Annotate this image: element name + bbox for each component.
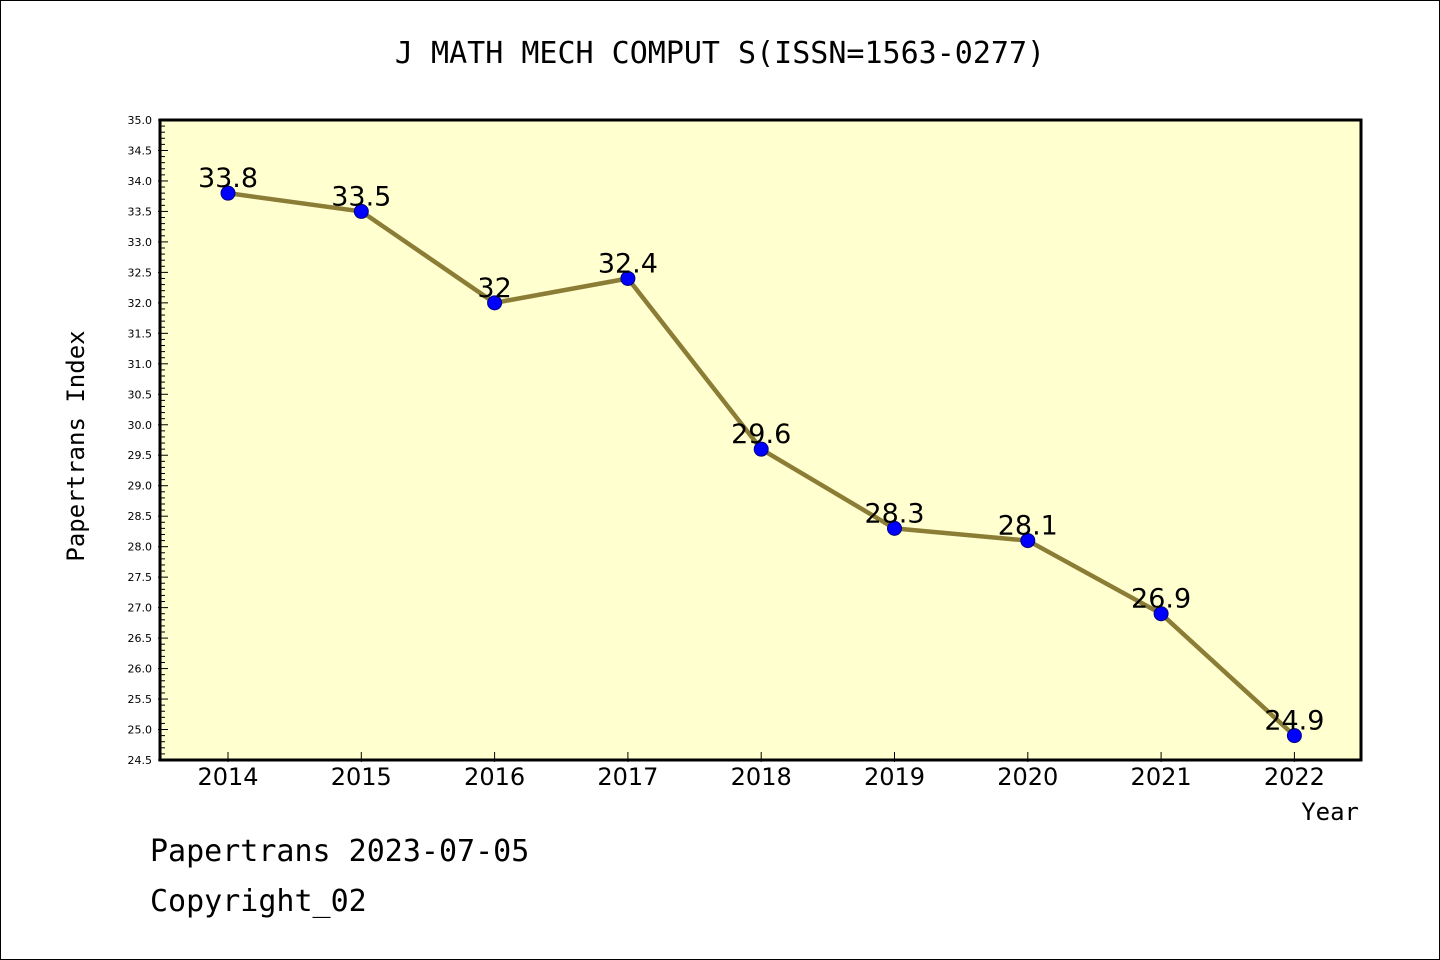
- data-point: [487, 295, 503, 311]
- y-tick-label: 24.5: [128, 754, 153, 767]
- data-label: 28.3: [864, 498, 924, 529]
- y-tick-label: 32.0: [128, 297, 153, 310]
- data-points: [220, 185, 1302, 744]
- y-tick-label: 30.0: [128, 419, 153, 432]
- plot-border: [158, 118, 1363, 762]
- data-label: 33.8: [198, 163, 258, 194]
- y-tick-label: 34.0: [128, 175, 153, 188]
- y-tick-label: 29.5: [128, 449, 153, 462]
- y-tick-label: 28.5: [128, 510, 153, 523]
- data-label: 24.9: [1264, 706, 1324, 737]
- x-tick-label: 2016: [464, 763, 525, 791]
- y-tick-label: 26.0: [128, 663, 153, 676]
- y-axis: 24.5 25.0 25.5 26.0 26.5 27.0 27.5 28.0 28.5 29.0…: [128, 114, 168, 767]
- x-tick-label: 2018: [731, 763, 792, 791]
- plot-area: [160, 120, 1361, 760]
- data-point: [620, 270, 636, 286]
- y-tick-label: 28.0: [128, 541, 153, 554]
- data-point: [220, 185, 236, 201]
- data-label: 32: [477, 273, 511, 304]
- x-tick-label: 2015: [331, 763, 392, 791]
- x-axis-label: Year: [1301, 798, 1359, 826]
- footer-date: Papertrans 2023-07-05: [150, 834, 530, 869]
- data-point: [353, 203, 369, 219]
- y-tick-label: 25.0: [128, 724, 153, 737]
- y-tick-label: 31.5: [128, 327, 153, 340]
- data-point: [887, 520, 902, 536]
- data-label: 29.6: [731, 419, 791, 450]
- data-labels: 33.8 33.5 32 32.4 29.6 28.3 28.1 26.9 24.9: [198, 163, 1325, 736]
- y-tick-label: 26.5: [128, 632, 153, 645]
- data-point: [753, 441, 769, 457]
- x-tick-label: 2020: [997, 763, 1058, 791]
- y-tick-label: 31.0: [128, 358, 153, 371]
- y-tick-label: 32.5: [128, 266, 153, 279]
- data-point: [1286, 728, 1302, 744]
- y-tick-label: 27.0: [128, 602, 153, 615]
- x-tick-label: 2022: [1264, 763, 1325, 791]
- y-tick-label: 33.0: [128, 236, 153, 249]
- data-label: 32.4: [598, 248, 658, 279]
- y-tick-label: 27.5: [128, 571, 153, 584]
- x-tick-label: 2021: [1131, 763, 1192, 791]
- y-tick-label: 25.5: [128, 693, 153, 706]
- y-tick-label: 29.0: [128, 480, 153, 493]
- x-tick-label: 2014: [197, 763, 258, 791]
- y-tick-label: 34.5: [128, 144, 153, 157]
- x-tick-label: 2017: [597, 763, 658, 791]
- data-point: [1153, 606, 1169, 622]
- y-tick-label: 30.5: [128, 388, 153, 401]
- y-axis-label: Papertrans Index: [62, 330, 90, 561]
- data-label: 28.1: [998, 511, 1058, 542]
- chart-title: J MATH MECH COMPUT S(ISSN=1563-0277): [394, 36, 1046, 71]
- data-label: 26.9: [1131, 584, 1191, 615]
- data-label: 33.5: [331, 181, 391, 212]
- footer-copyright: Copyright_02: [150, 884, 367, 919]
- x-tick-label: 2019: [864, 763, 925, 791]
- data-point: [1020, 533, 1036, 549]
- y-tick-label: 33.5: [128, 205, 153, 218]
- y-tick-label: 35.0: [128, 114, 153, 127]
